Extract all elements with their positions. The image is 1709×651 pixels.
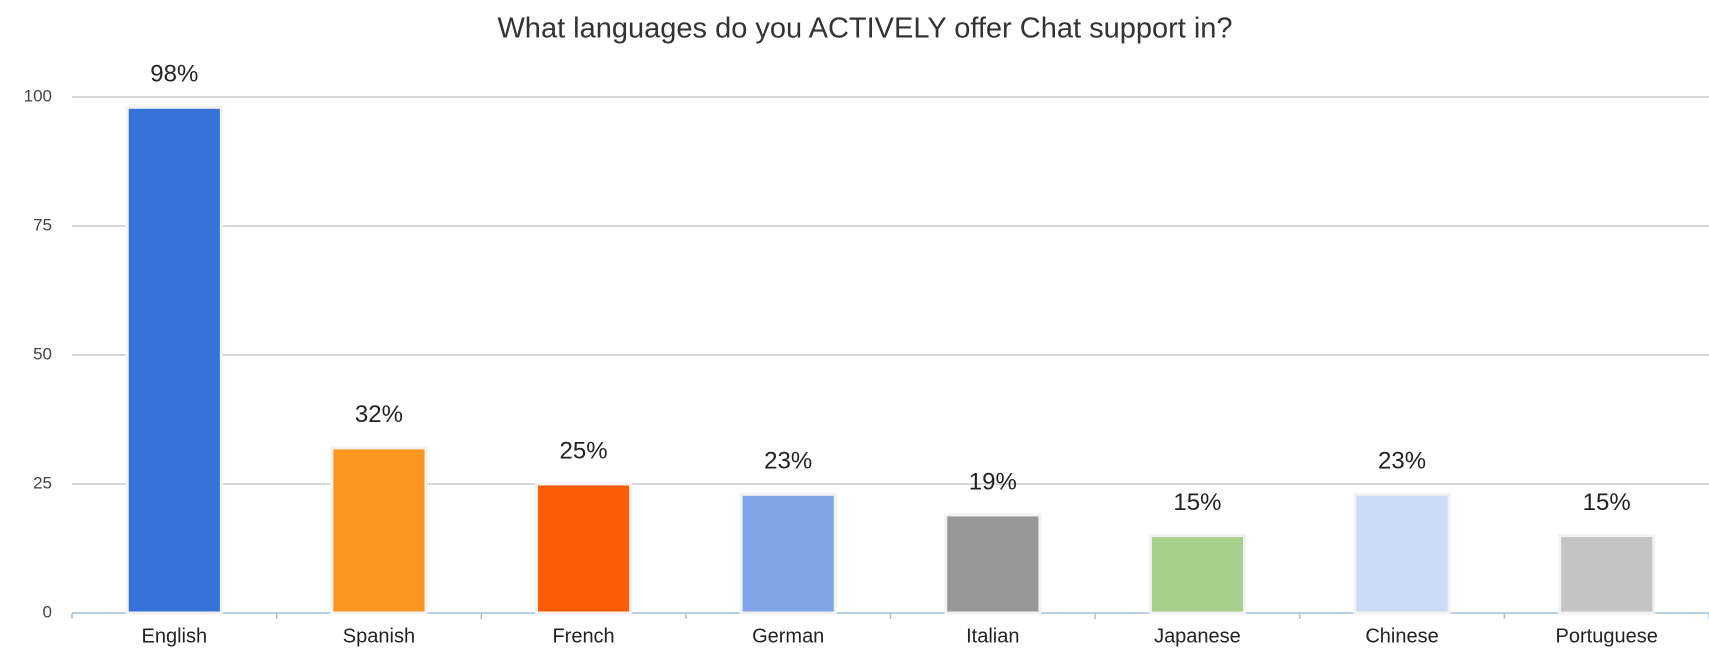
y-tick-label: 75 [33,215,52,234]
y-tick-label: 25 [33,473,52,492]
bar [1353,492,1451,615]
x-tick-label: Chinese [1365,625,1438,647]
value-label: 15% [1173,489,1221,516]
value-label: 23% [1378,448,1426,475]
x-tick-label: German [752,625,824,647]
y-tick-label: 100 [24,86,52,105]
value-label: 32% [355,401,403,428]
bar [534,482,633,615]
value-label: 98% [150,61,198,88]
bar [125,105,223,615]
bar [1558,534,1656,615]
bar [739,492,837,615]
x-tick-label: Japanese [1154,625,1241,647]
value-label: 25% [560,437,608,464]
x-tick-label: French [552,625,614,647]
bar [944,513,1042,615]
value-label: 23% [764,448,812,475]
value-label: 19% [969,468,1017,495]
bar [1148,534,1247,615]
value-label: 15% [1583,489,1631,516]
x-tick-label: English [142,625,208,647]
y-tick-label: 50 [33,344,52,363]
x-tick-label: Portuguese [1556,625,1658,647]
y-tick-label: 0 [43,602,52,621]
x-tick-label: Spanish [343,625,415,647]
x-tick-label: Italian [966,625,1019,647]
bar [330,446,428,615]
chart-title: What languages do you ACTIVELY offer Cha… [497,13,1232,45]
